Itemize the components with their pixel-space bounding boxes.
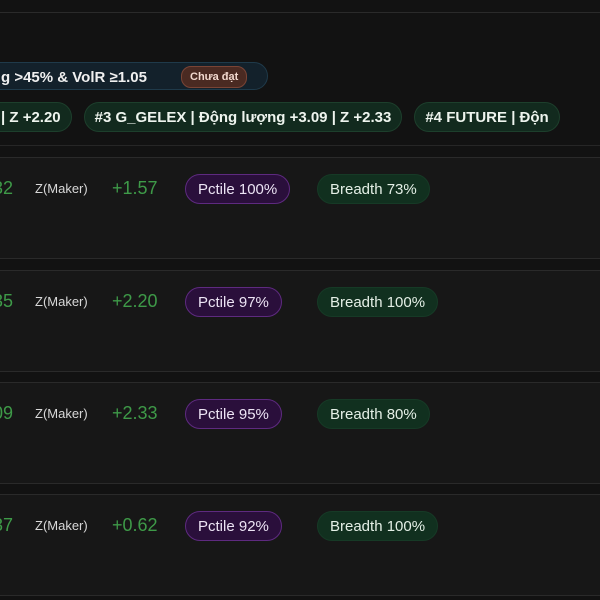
z-label: Z(Maker) — [35, 406, 88, 421]
row-card[interactable]: 32 Z(Maker) +1.57 Pctile 100% Breadth 73% — [0, 157, 600, 259]
z-value: +1.57 — [112, 178, 158, 198]
z-value: +2.33 — [112, 403, 158, 423]
breadth-pill: Breadth 80% — [317, 399, 430, 429]
pctile-pill: Pctile 100% — [185, 174, 291, 204]
breadth-pill: Breadth 73% — [317, 174, 430, 204]
z-value: +0.62 — [112, 515, 158, 535]
value-tail: 37 — [0, 515, 14, 535]
pctile-pill: Pctile 97% — [185, 287, 282, 317]
chip[interactable]: #3 G_GELEX | Động lượng +3.09 | Z +2.33 — [83, 102, 403, 132]
z-label: Z(Maker) — [35, 181, 88, 196]
chip[interactable]: | Z +2.20 — [0, 102, 72, 132]
row-card[interactable]: 37 Z(Maker) +0.62 Pctile 92% Breadth 100% — [0, 494, 600, 596]
breadth-pill: Breadth 100% — [317, 511, 439, 541]
filter-text: g >45% & VolR ≥1.05 — [1, 69, 147, 86]
z-label: Z(Maker) — [35, 294, 88, 309]
pctile-pill: Pctile 92% — [185, 511, 282, 541]
z-value: +2.20 — [112, 291, 158, 311]
value-tail: 32 — [0, 178, 14, 198]
row-card[interactable]: 09 Z(Maker) +2.33 Pctile 95% Breadth 80% — [0, 382, 600, 484]
value-tail: 35 — [0, 291, 14, 311]
row-card[interactable]: 35 Z(Maker) +2.20 Pctile 97% Breadth 100% — [0, 270, 600, 372]
filter-pill: g >45% & VolR ≥1.05 Chưa đạt — [0, 62, 268, 90]
value-tail: 09 — [0, 403, 14, 423]
pctile-pill: Pctile 95% — [185, 399, 282, 429]
divider — [0, 12, 600, 13]
chip-row: | Z +2.20 #3 G_GELEX | Động lượng +3.09 |… — [0, 102, 560, 132]
status-badge: Chưa đạt — [181, 66, 248, 88]
z-label: Z(Maker) — [35, 518, 88, 533]
breadth-pill: Breadth 100% — [317, 287, 439, 317]
divider — [0, 145, 600, 146]
chip[interactable]: #4 FUTURE | Độn — [414, 102, 560, 132]
